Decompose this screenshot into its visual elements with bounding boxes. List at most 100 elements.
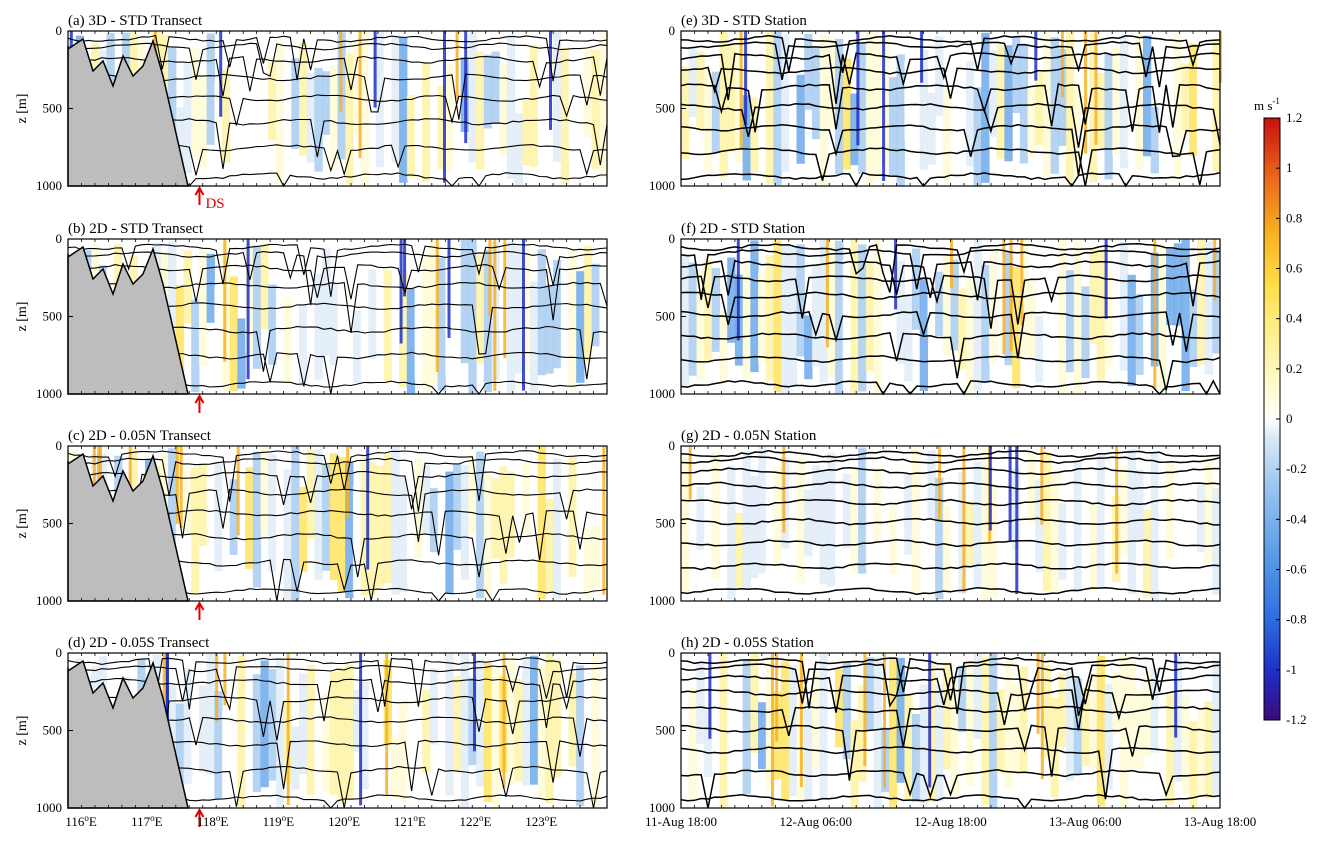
- contour-line: [680, 354, 1221, 391]
- y-axis-label: z [m]: [15, 302, 30, 332]
- velocity-cell: [183, 250, 192, 324]
- colorbar-tick-label: 0: [1286, 411, 1293, 426]
- contour-line: [680, 769, 1221, 809]
- velocity-streak: [782, 446, 786, 533]
- velocity-streak: [883, 653, 886, 789]
- velocity-cell: [337, 248, 346, 376]
- velocity-cell: [704, 67, 713, 172]
- velocity-cell: [1066, 670, 1075, 781]
- velocity-cell: [260, 447, 269, 536]
- velocity-cell: [935, 477, 944, 599]
- velocity-cell: [514, 450, 523, 587]
- velocity-cell: [429, 63, 439, 184]
- contour-line: [680, 147, 1221, 187]
- velocity-cell: [599, 32, 608, 178]
- velocity-cell: [811, 264, 821, 367]
- velocity-streak: [1060, 31, 1064, 98]
- velocity-cell: [989, 50, 998, 137]
- velocity-cell: [583, 245, 593, 363]
- velocity-cell: [275, 659, 285, 808]
- velocity-cell: [522, 463, 531, 535]
- velocity-cell: [352, 310, 362, 383]
- velocity-cell: [453, 463, 462, 550]
- velocity-cell: [1173, 476, 1183, 553]
- velocity-cell: [704, 710, 713, 777]
- velocity-cell: [306, 449, 315, 539]
- velocity-cell: [352, 485, 362, 593]
- velocity-cell: [804, 33, 813, 110]
- contour-line: [67, 450, 608, 502]
- velocity-cell: [773, 240, 782, 392]
- velocity-cell: [865, 458, 875, 570]
- velocity-cell: [168, 241, 177, 369]
- velocity-cell: [206, 470, 215, 601]
- velocity-streak: [179, 446, 183, 529]
- x-tick-label: 122oE: [460, 813, 492, 829]
- velocity-cell: [260, 47, 269, 147]
- contour-line: [67, 243, 608, 297]
- velocity-cell: [950, 679, 959, 797]
- colorbar-tick-label: -0.4: [1286, 511, 1307, 526]
- velocity-streak: [223, 239, 227, 362]
- velocity-cell: [322, 465, 331, 571]
- velocity-cell: [591, 263, 600, 347]
- velocity-streak: [373, 31, 377, 108]
- velocity-cell: [1189, 456, 1198, 597]
- velocity-cell: [198, 76, 208, 169]
- velocity-cell: [1173, 243, 1183, 326]
- velocity-cell: [506, 241, 516, 394]
- panel-c: (c) 2D - 0.05N Transect 0 500 1000 z [m]: [15, 428, 608, 620]
- velocity-streak: [522, 239, 525, 391]
- velocity-cell: [927, 660, 936, 802]
- velocity-cell: [214, 691, 223, 799]
- y-axis-label: z [m]: [15, 94, 30, 124]
- velocity-cell: [1112, 47, 1121, 156]
- x-tick-label: 13-Aug 06:00: [1049, 814, 1122, 829]
- velocity-cell: [965, 61, 975, 167]
- velocity-cell: [1035, 479, 1044, 572]
- velocity-cell: [1212, 488, 1221, 596]
- velocity-cell: [681, 254, 690, 387]
- velocity-cell: [483, 249, 493, 392]
- velocity-cell: [1081, 469, 1090, 586]
- velocity-streak: [708, 653, 712, 739]
- colorbar-tick-label: 1: [1286, 160, 1293, 175]
- x-tick-label: 12-Aug 06:00: [779, 814, 852, 829]
- velocity-cell: [376, 653, 385, 801]
- velocity-cell: [422, 464, 431, 536]
- velocity-cell: [506, 658, 516, 785]
- velocity-cell: [406, 288, 416, 394]
- velocity-cell: [842, 58, 851, 170]
- velocity-cell: [965, 501, 975, 568]
- velocity-streak: [366, 446, 370, 570]
- colorbar-tick-label: -0.8: [1286, 612, 1307, 627]
- ds-label: DS: [205, 196, 224, 212]
- velocity-cell: [206, 654, 215, 775]
- velocity-cell: [329, 281, 339, 366]
- velocity-cell: [750, 653, 759, 753]
- y-tick-label: 500: [656, 516, 676, 531]
- velocity-cell: [912, 39, 921, 184]
- velocity-cell: [781, 661, 790, 801]
- contour-line: [680, 793, 1221, 810]
- velocity-streak: [346, 446, 350, 518]
- velocity-cell: [1189, 289, 1198, 367]
- velocity-cell: [299, 486, 308, 572]
- velocity-cell: [399, 699, 408, 802]
- velocity-cell: [560, 240, 570, 394]
- velocity-streak: [894, 239, 898, 310]
- velocity-cell: [476, 659, 485, 787]
- velocity-cell: [1035, 72, 1044, 145]
- contour-line: [681, 466, 1220, 476]
- velocity-cell: [827, 37, 836, 129]
- velocity-cell: [429, 488, 439, 553]
- velocity-cell: [245, 696, 254, 778]
- velocity-cell: [237, 43, 246, 115]
- velocity-streak: [1213, 239, 1217, 301]
- velocity-cell: [973, 87, 982, 186]
- velocity-cell: [758, 51, 767, 149]
- velocity-cell: [704, 448, 713, 599]
- x-tick-label: 118oE: [197, 813, 229, 829]
- velocity-streak: [286, 653, 290, 805]
- velocity-cell: [483, 54, 493, 129]
